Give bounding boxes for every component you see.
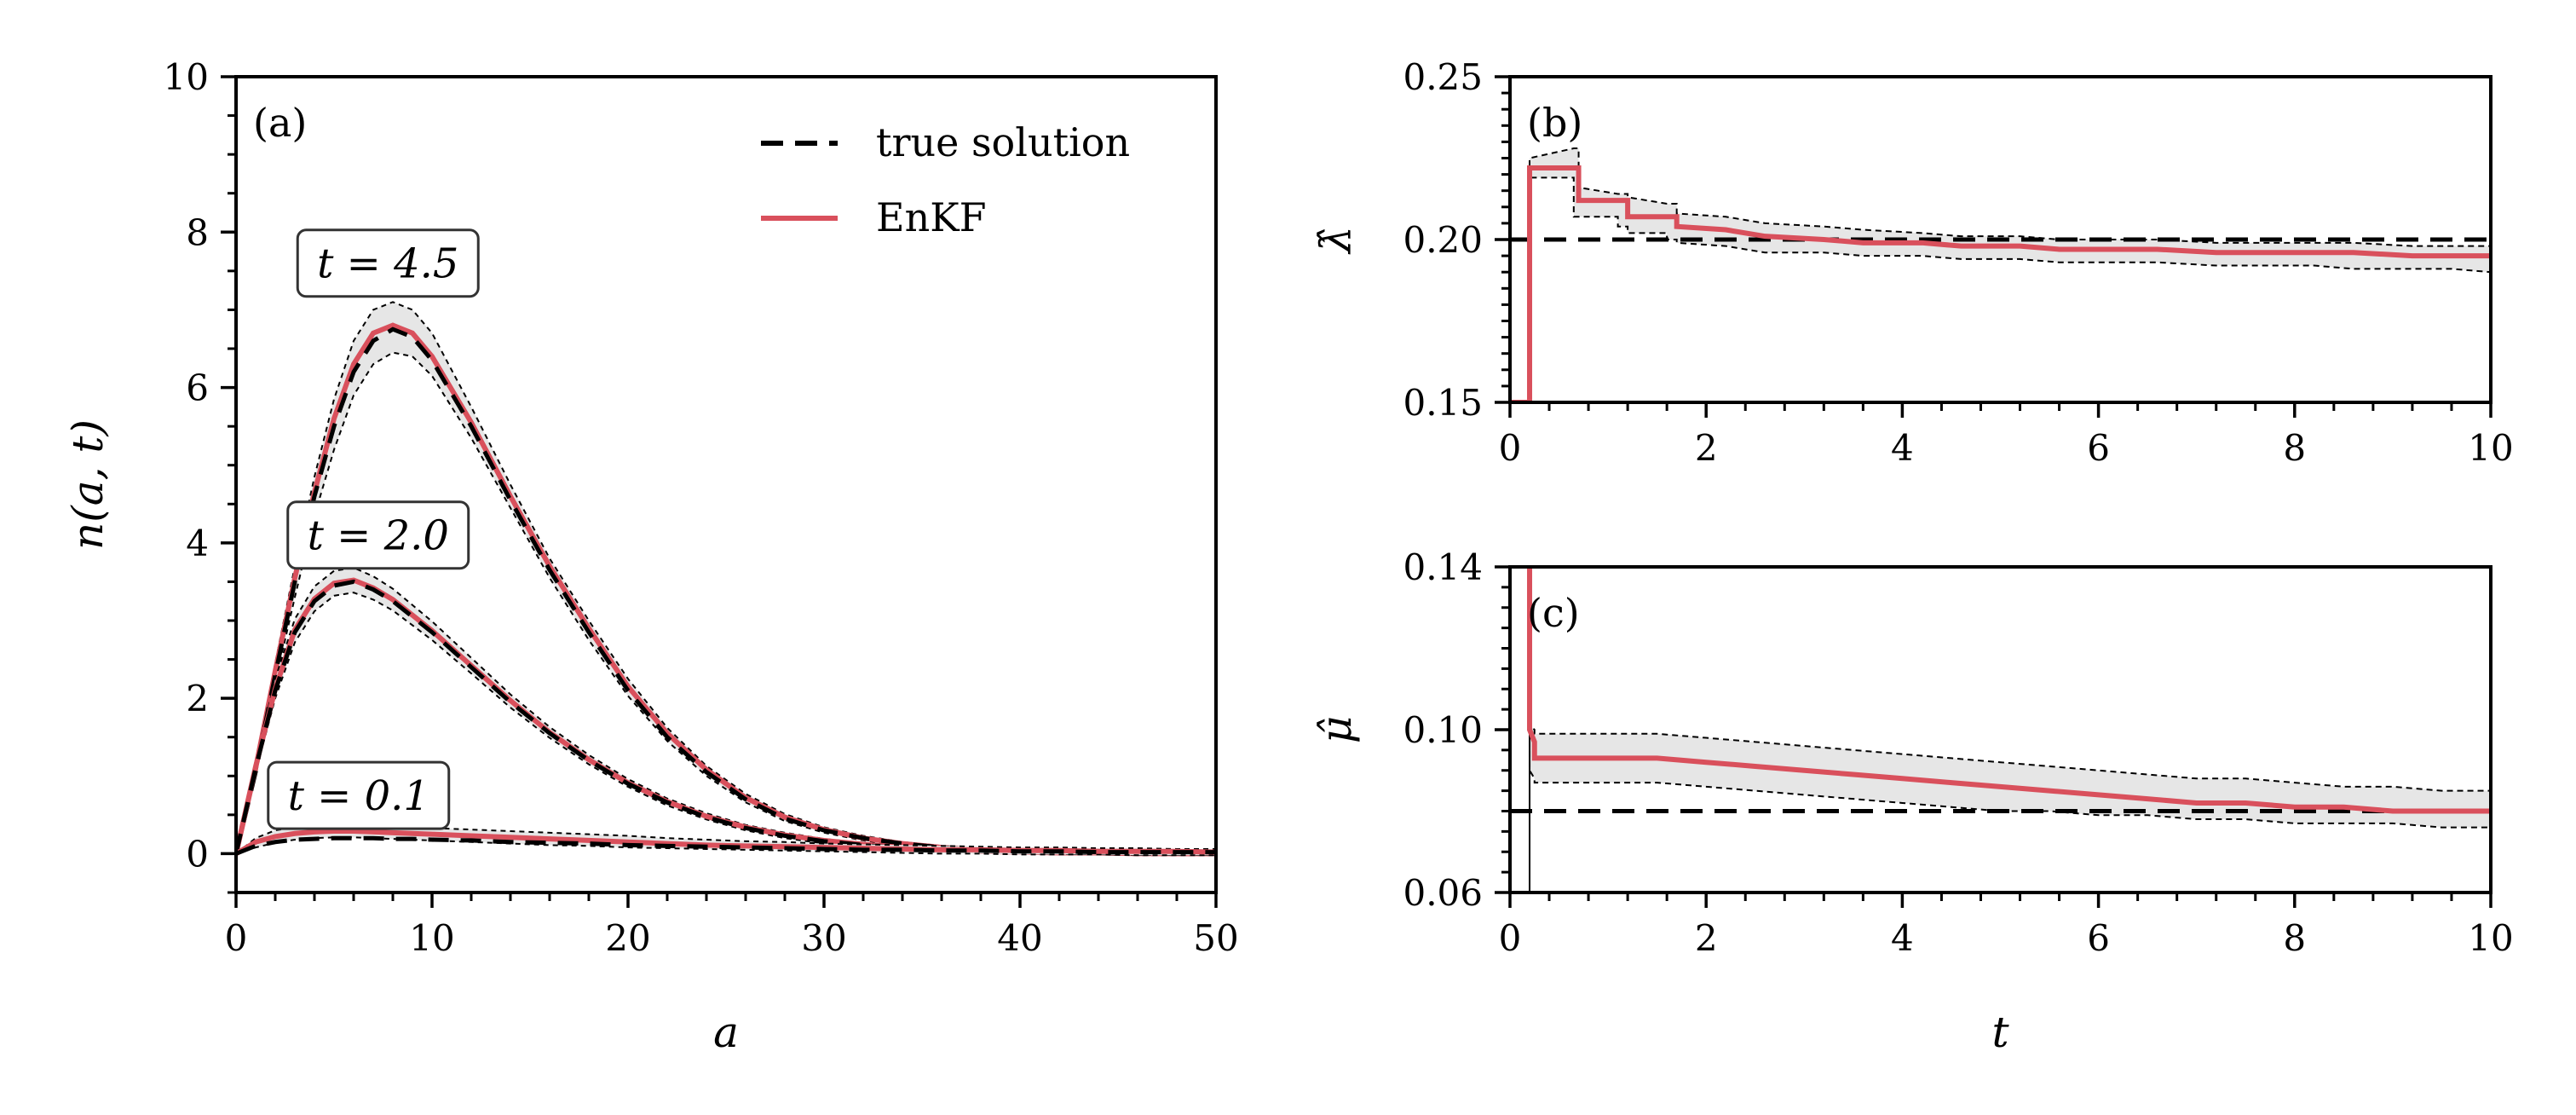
axes-frame [1508, 565, 2492, 894]
uncertainty-band [1530, 567, 2491, 828]
y-tick-label: 0.14 [1403, 546, 1483, 588]
panel-c: 0 2 4 6 8 10 0.06 0.10 0.14 (c) μ̂ t [1311, 546, 2514, 1057]
band-upper-edge [1510, 147, 2491, 402]
band-upper-edge [1529, 567, 2491, 792]
legend-true-label: true solution [876, 119, 1130, 165]
legend: true solution EnKF [761, 119, 1130, 240]
annotation-label: t = 2.0 [308, 512, 449, 560]
panel-b: 0 2 4 6 8 10 0.15 0.20 0.25 (b) λ̂ [1311, 56, 2514, 469]
axes-frame [234, 75, 1218, 894]
x-tick-label: 30 [801, 917, 846, 959]
annotation-box [296, 228, 480, 298]
annotation-box [267, 760, 451, 830]
band-lower-edge [236, 592, 1216, 857]
y-tick-label: 6 [186, 367, 209, 409]
x-tick-label: 2 [1695, 427, 1718, 469]
x-tick-label: 6 [2087, 427, 2110, 469]
uncertainty-band [1510, 148, 2491, 402]
y-tick-label: 0.25 [1403, 56, 1483, 98]
y-tick-label: 0.15 [1403, 382, 1483, 424]
enkf-line [1510, 165, 2491, 402]
band-lower-edge [1529, 567, 2491, 829]
y-tick-label: 10 [164, 56, 209, 98]
panel-a: 0 10 20 30 40 50 0 2 4 6 8 10 (a) t = 4.5 t = 2.0 t = 0… [63, 56, 1239, 1057]
panel-label: (c) [1527, 590, 1580, 636]
x-tick-label: 50 [1193, 917, 1238, 959]
plot-area [236, 301, 1216, 857]
x-axis-label: t [1991, 1008, 2009, 1057]
x-tick-label: 0 [1499, 917, 1522, 959]
x-tick-label: 4 [1891, 427, 1914, 469]
annotation-box [286, 500, 470, 570]
x-tick-label: 10 [2468, 427, 2513, 469]
y-tick-label: 0.20 [1403, 219, 1483, 261]
x-tick-label: 4 [1891, 917, 1914, 959]
x-tick-label: 0 [1499, 427, 1522, 469]
x-tick-label: 10 [409, 917, 454, 959]
annotation-label: t = 4.5 [317, 240, 458, 288]
x-axis-label: a [713, 1008, 739, 1057]
y-tick-label: 0 [186, 833, 209, 875]
y-axis-label: μ̂ [1311, 716, 1361, 744]
annotation-label: t = 0.1 [288, 772, 429, 820]
x-tick-label: 8 [2283, 427, 2306, 469]
panel-label: (a) [253, 100, 307, 146]
panel-label: (b) [1527, 100, 1582, 146]
plot-area [1510, 567, 2491, 893]
x-tick-label: 10 [2468, 917, 2513, 959]
y-axis-label: λ̂ [1311, 226, 1361, 255]
y-tick-label: 4 [186, 523, 209, 564]
x-tick-label: 8 [2283, 917, 2306, 959]
x-tick-label: 6 [2087, 917, 2110, 959]
x-tick-label: 20 [605, 917, 650, 959]
plot-area [1510, 147, 2491, 402]
y-tick-label: 0.06 [1403, 872, 1483, 914]
y-tick-label: 0.10 [1403, 709, 1483, 751]
x-tick-label: 40 [997, 917, 1042, 959]
band-lower-edge [1510, 176, 2491, 402]
x-tick-label: 0 [225, 917, 248, 959]
y-tick-label: 8 [186, 211, 209, 253]
y-axis-label: n(a, t) [63, 419, 112, 550]
band-lower-edge [236, 836, 1216, 857]
x-tick-label: 2 [1695, 917, 1718, 959]
legend-enkf-label: EnKF [876, 194, 987, 240]
axes-frame [1508, 75, 2492, 404]
true-solution-line [236, 835, 1216, 856]
y-tick-label: 2 [186, 678, 209, 719]
enkf-line [1527, 567, 2491, 814]
